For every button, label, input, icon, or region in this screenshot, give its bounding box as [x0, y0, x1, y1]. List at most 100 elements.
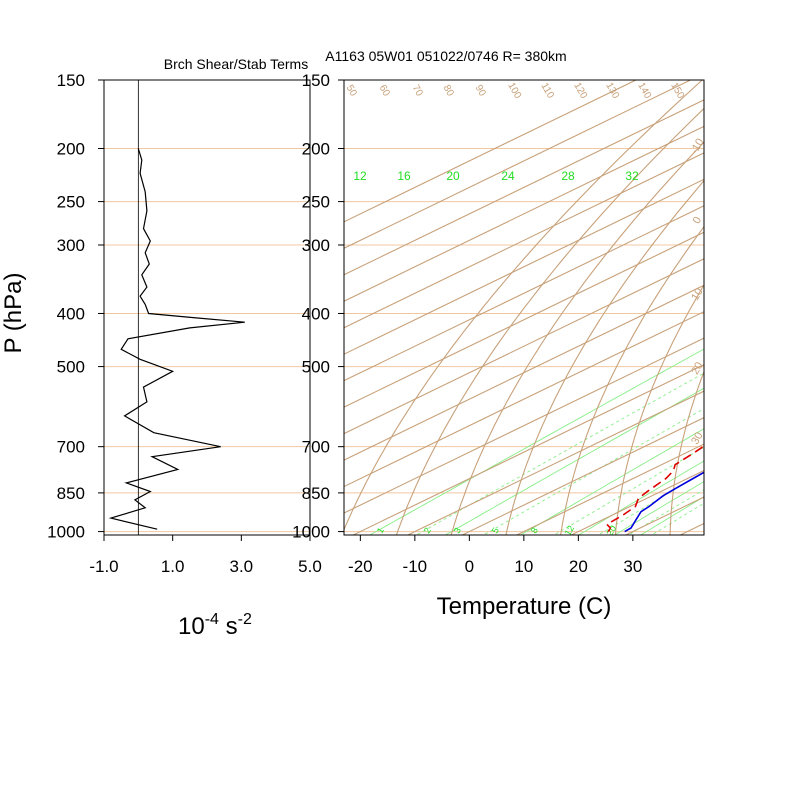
isotherm-line — [344, 284, 704, 461]
isotherm-line — [344, 178, 704, 355]
mixing-ratio-label: 5 — [490, 526, 501, 535]
adiabat-label: 130 — [603, 81, 621, 101]
adiabat-label: 50 — [344, 83, 359, 99]
left-chart-title: Brch Shear/Stab Terms — [164, 56, 308, 72]
skew-x-tick-label: 0 — [465, 557, 474, 576]
dry-adiabat-line — [560, 225, 704, 535]
isotherm-lines — [344, 80, 800, 535]
left-y-tick-label: 300 — [57, 236, 85, 255]
skew-y-ticks: 150 200 250 300 400 500 700 850 1000 — [292, 71, 344, 542]
left-x-tick-label: -1.0 — [89, 557, 118, 576]
isotherm-line — [344, 80, 691, 249]
left-y-tick-label: 850 — [57, 484, 85, 503]
isotherm-line — [344, 205, 704, 382]
mixing-ratio-label: 2 — [422, 526, 433, 535]
adiabat-label: 0 — [691, 215, 704, 226]
dry-adiabat-line — [450, 141, 704, 535]
isotherm-line — [353, 364, 704, 535]
mixing-ratio-label: 16 — [397, 169, 411, 183]
skew-y-tick-label: 300 — [302, 236, 330, 255]
left-y-ticks: 150 200 250 300 400 500 700 850 1000 — [47, 71, 104, 542]
adiabat-label: 90 — [473, 83, 488, 99]
mixing-ratio-line — [597, 471, 704, 535]
isotherm-line — [344, 258, 704, 435]
skew-chart-title: A1163 05W01 051022/0746 R= 380km — [325, 48, 566, 64]
mixing-ratio-label: 8 — [529, 526, 540, 535]
skew-y-tick-label: 200 — [302, 139, 330, 158]
skew-y-tick-label: 850 — [302, 484, 330, 503]
left-x-axis-label: 10-4 s-2 — [178, 611, 252, 640]
adiabat-label: 70 — [410, 83, 425, 99]
skew-y-tick-label: 700 — [302, 438, 330, 457]
isotherm-line — [789, 80, 800, 535]
dry-adiabat-line — [395, 107, 704, 535]
dry-adiabat-line — [344, 80, 704, 532]
skew-y-tick-label: 400 — [302, 304, 330, 323]
isotherm-line — [344, 231, 704, 408]
dry-adiabat-line — [669, 370, 704, 535]
adiabat-label: 140 — [635, 81, 653, 101]
mixing-ratio-line — [482, 408, 704, 535]
left-y-tick-label: 500 — [57, 358, 85, 377]
isotherm-line — [462, 416, 704, 535]
xlabel-exp1: -4 — [205, 611, 219, 628]
mixing-ratio-label: 3 — [452, 526, 463, 535]
adiabat-label: 30 — [689, 430, 706, 447]
skew-x-tick-label: 10 — [514, 557, 533, 576]
temperature-profile-line — [624, 471, 704, 533]
isotherm-line — [344, 125, 704, 302]
left-x-tick-label: 1.0 — [161, 557, 185, 576]
mixing-ratio-label: 20 — [605, 524, 619, 538]
dry-adiabat-line — [614, 283, 704, 535]
left-isobar-gridlines — [104, 79, 310, 533]
adiabat-label: 60 — [377, 83, 392, 99]
mixing-ratio-line — [639, 496, 704, 535]
dry-adiabat-line — [777, 64, 800, 544]
shear-stab-panel: 150 200 250 300 400 500 700 850 1000 -1.0 1.0 3.0 5… — [0, 56, 322, 640]
left-y-tick-label: 1000 — [47, 523, 85, 542]
isotherm-line — [516, 443, 704, 535]
mixing-ratio-label: 1 — [375, 526, 386, 535]
skew-y-tick-label: 250 — [302, 193, 330, 212]
isotherm-line — [407, 390, 704, 535]
left-x-ticks: -1.0 1.0 3.0 5.0 — [89, 535, 322, 576]
mixing-ratio-line — [444, 387, 704, 535]
xlabel-exp2: -2 — [238, 611, 252, 628]
mixing-ratio-lines — [368, 348, 704, 535]
isotherm-line — [344, 99, 704, 276]
mixing-ratio-line — [368, 348, 704, 535]
shear-stab-series-line — [108, 148, 245, 530]
skew-x-tick-label: 20 — [569, 557, 588, 576]
isotherm-line — [344, 337, 704, 514]
mixing-ratio-label: 20 — [446, 169, 460, 183]
mixing-ratio-line — [613, 480, 704, 535]
xlabel-base: 10 — [178, 613, 205, 640]
left-x-tick-label: 3.0 — [230, 557, 254, 576]
left-y-tick-label: 700 — [57, 438, 85, 457]
xlabel-mid: s — [219, 613, 238, 640]
skew-x-tick-label: 30 — [623, 557, 642, 576]
left-plot-frame — [103, 79, 311, 536]
adiabat-label: 110 — [538, 81, 556, 101]
mixing-ratio-label: 28 — [561, 169, 575, 183]
skew-y-tick-label: 150 — [302, 71, 330, 90]
dry-adiabat-line — [505, 179, 704, 535]
isotherm-line — [344, 311, 704, 488]
left-y-tick-label: 150 — [57, 71, 85, 90]
dry-adiabat-lines — [344, 64, 800, 544]
skew-y-tick-label: 500 — [302, 358, 330, 377]
adiabat-label: 10 — [689, 286, 706, 303]
adiabat-label: 120 — [571, 81, 589, 101]
mixing-ratio-line — [650, 502, 704, 535]
mixing-ratio-label: 12 — [563, 524, 577, 538]
mixing-ratio-label: 12 — [353, 169, 367, 183]
adiabat-label: 80 — [441, 83, 456, 99]
skew-x-tick-label: -10 — [403, 557, 428, 576]
skew-y-tick-label: 1000 — [292, 523, 330, 542]
skew-x-tick-label: -20 — [348, 557, 373, 576]
adiabat-label: 100 — [505, 81, 523, 101]
isotherm-line — [344, 152, 704, 329]
mixing-ratio-line — [627, 489, 704, 535]
